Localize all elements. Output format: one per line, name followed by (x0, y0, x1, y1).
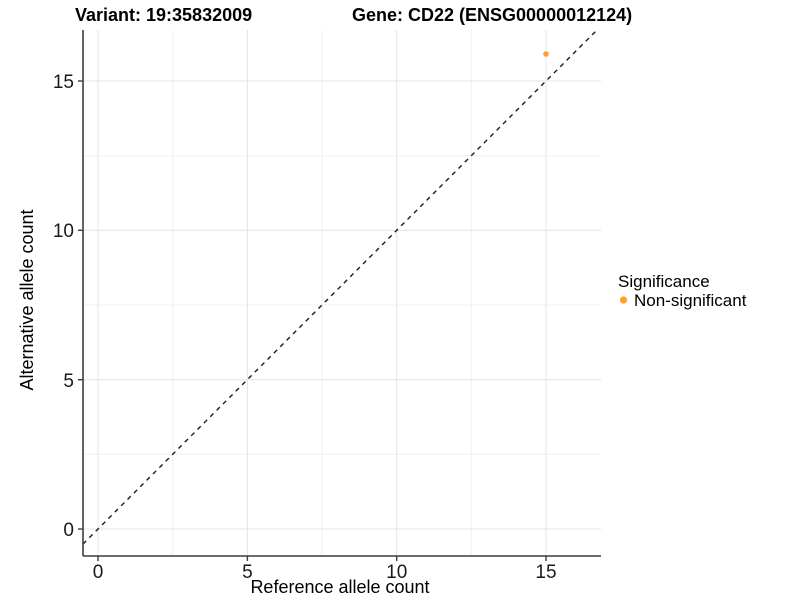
plot-panel (83, 30, 601, 556)
x-tick-label: 5 (242, 562, 253, 583)
gene-title: Gene: CD22 (ENSG00000012124) (352, 5, 632, 25)
data-point (543, 51, 549, 57)
y-tick-label: 0 (63, 520, 74, 541)
gridlines-major (83, 30, 601, 556)
x-tick-label: 10 (386, 562, 407, 583)
legend-item-label: Non-significant (634, 291, 747, 310)
y-tick-label: 10 (53, 221, 74, 242)
x-axis-ticks (97, 556, 547, 561)
y-axis-label: Alternative allele count (17, 209, 37, 390)
axis-lines (82, 30, 601, 557)
identity-line (82, 29, 598, 545)
legend-title: Significance (618, 272, 710, 291)
y-tick-label: 15 (53, 72, 74, 93)
gridlines-minor (83, 30, 601, 556)
legend: Significance Non-significant (618, 272, 747, 310)
variant-title: Variant: 19:35832009 (75, 5, 252, 25)
x-tick-label: 15 (535, 562, 556, 583)
x-axis-label: Reference allele count (250, 577, 429, 597)
legend-key-dot (619, 296, 628, 304)
x-tick-labels: 0 5 10 15 (93, 562, 557, 583)
y-axis-ticks (78, 80, 83, 530)
y-tick-labels: 0 5 10 15 (53, 72, 74, 541)
y-tick-label: 5 (63, 371, 74, 392)
x-tick-label: 0 (93, 562, 104, 583)
